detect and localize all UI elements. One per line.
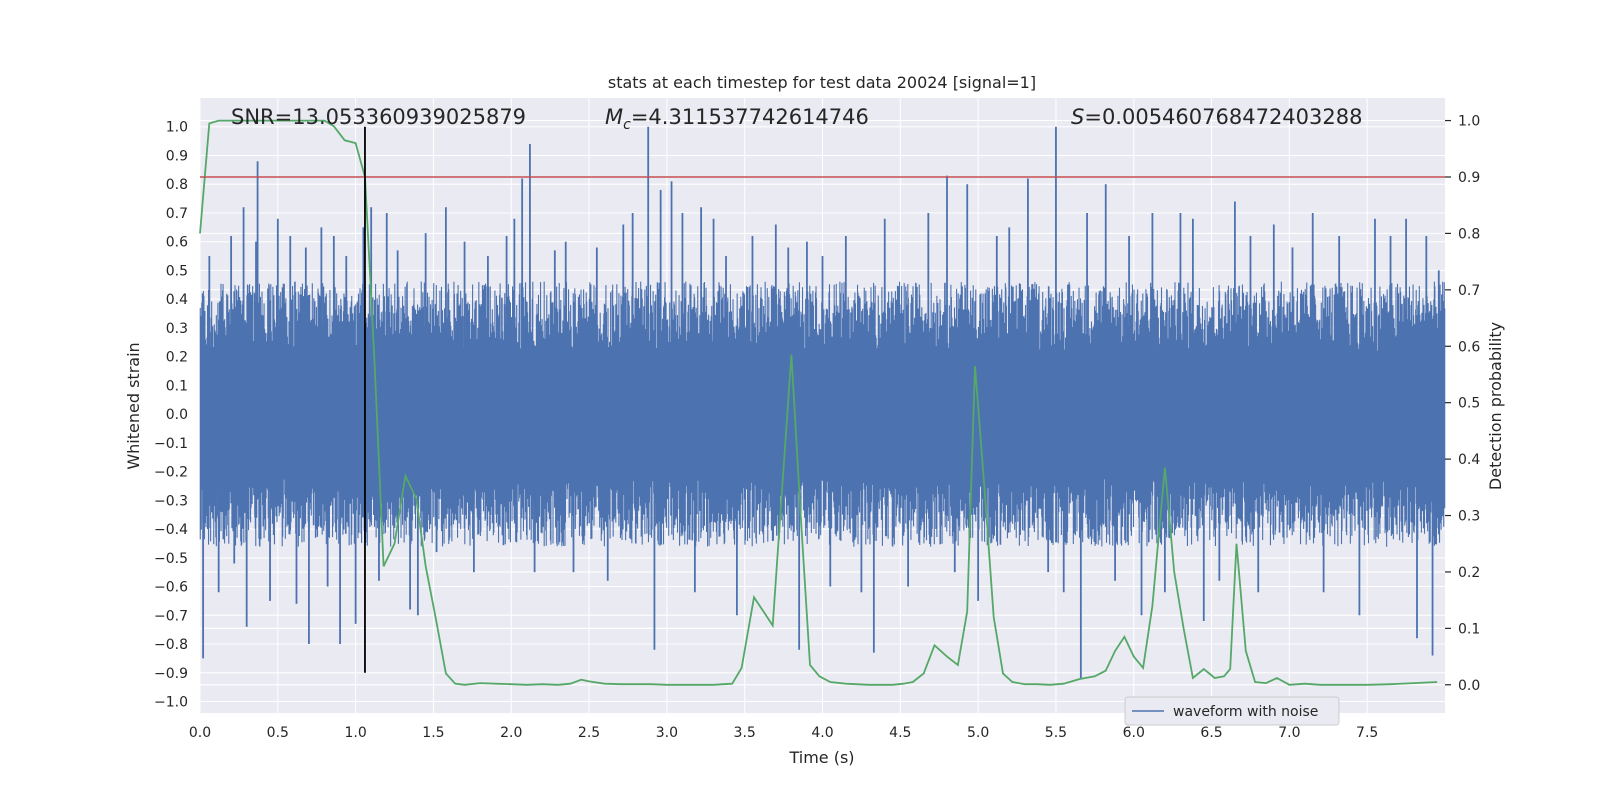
left-y-tick-label: −0.7 [154, 608, 188, 624]
x-tick-label: 4.0 [811, 725, 833, 741]
right-y-tick-label: 0.2 [1458, 565, 1480, 581]
x-tick-label: 3.0 [656, 725, 678, 741]
chirp-mass-subscript: c [623, 117, 631, 133]
left-y-tick-label: −0.9 [154, 666, 188, 682]
legend-label: waveform with noise [1173, 704, 1318, 720]
right-y-tick-label: 0.5 [1458, 396, 1480, 412]
x-tick-label: 2.0 [500, 725, 522, 741]
chirp-mass-symbol: M [605, 105, 623, 129]
left-y-tick-label: 0.8 [166, 177, 188, 193]
x-tick-label: 5.0 [967, 725, 989, 741]
s-symbol: S [1071, 105, 1084, 129]
left-y-tick-label: −0.8 [154, 637, 188, 653]
left-y-tick-label: −0.4 [154, 522, 188, 538]
x-tick-label: 7.5 [1356, 725, 1378, 741]
x-tick-labels: 0.0 0.5 1.0 1.5 2.0 2.5 3.0 3.5 4.0 4.5 5.0 5.5 6.0 6… [189, 725, 1378, 741]
snr-annotation: SNR=13.053360939025879 [231, 105, 526, 129]
legend-box [1124, 696, 1340, 726]
left-y-tick-label: −1.0 [154, 695, 188, 711]
left-y-tick-label: 0.4 [166, 292, 188, 308]
chart-title: stats at each timestep for test data 200… [608, 73, 1036, 92]
s-value: =0.005460768472403288 [1084, 105, 1362, 129]
probability-series [199, 119, 1438, 686]
left-y-tick-labels: 1.0 0.9 0.8 0.7 0.6 0.5 0.4 0.3 0.2 0.1 0.0 −0.1 −0.… [154, 120, 188, 711]
left-y-tick-label: 0.7 [166, 206, 188, 222]
right-y-axis-label: Detection probability [1486, 322, 1505, 490]
x-tick-label: 4.5 [889, 725, 911, 741]
s-annotation: S=0.005460768472403288 [1071, 105, 1362, 129]
left-y-tick-label: −0.6 [154, 580, 188, 596]
x-tick-label: 1.5 [422, 725, 444, 741]
right-y-tick-label: 0.7 [1458, 283, 1480, 299]
left-y-tick-label: 0.3 [166, 321, 188, 337]
right-y-tick-label: 0.3 [1458, 509, 1480, 525]
left-y-tick-label: 0.6 [166, 235, 188, 251]
overlays [200, 126, 1445, 673]
x-axis-label: Time (s) [788, 748, 854, 767]
x-tick-label: 5.5 [1045, 725, 1067, 741]
left-y-tick-label: 0.5 [166, 263, 188, 279]
right-y-tick-label: 0.8 [1458, 226, 1480, 242]
left-y-tick-label: 0.1 [166, 378, 188, 394]
x-tick-label: 3.5 [734, 725, 756, 741]
right-y-tick-label: 0.1 [1458, 621, 1480, 637]
x-tick-label: 0.0 [189, 725, 211, 741]
chirp-mass-annotation: Mc=4.311537742614746 [605, 105, 869, 133]
left-y-axis-label: Whitened strain [124, 342, 143, 469]
x-tick-label: 0.5 [267, 725, 289, 741]
left-y-tick-label: −0.3 [154, 493, 188, 509]
x-tick-label: 1.0 [344, 725, 366, 741]
right-y-tick-label: 0.6 [1458, 339, 1480, 355]
right-y-tick-label: 0.4 [1458, 452, 1480, 468]
waveform-core-band [200, 350, 1445, 478]
chirp-mass-value: =4.311537742614746 [631, 105, 869, 129]
x-tick-label: 2.5 [578, 725, 600, 741]
right-y-tick-label: 0.9 [1458, 170, 1480, 186]
legend: waveform with noise [1124, 696, 1340, 726]
left-y-tick-label: 0.0 [166, 407, 188, 423]
left-y-tick-label: 0.2 [166, 350, 188, 366]
probability-line [199, 119, 1438, 686]
left-y-tick-label: −0.2 [154, 465, 188, 481]
left-y-tick-label: 1.0 [166, 120, 188, 136]
x-tick-label: 6.0 [1123, 725, 1145, 741]
x-tick-label: 7.0 [1278, 725, 1300, 741]
right-y-tick-labels: 1.0 0.9 0.8 0.7 0.6 0.5 0.4 0.3 0.2 0.1 0.0 [1445, 114, 1480, 694]
right-y-tick-label: 0.0 [1458, 678, 1480, 694]
waveform-series [199, 126, 1446, 679]
left-y-tick-label: 0.9 [166, 148, 188, 164]
x-tick-label: 6.5 [1200, 725, 1222, 741]
left-y-tick-label: −0.1 [154, 436, 188, 452]
left-y-tick-label: −0.5 [154, 551, 188, 567]
right-y-tick-label: 1.0 [1458, 114, 1480, 130]
